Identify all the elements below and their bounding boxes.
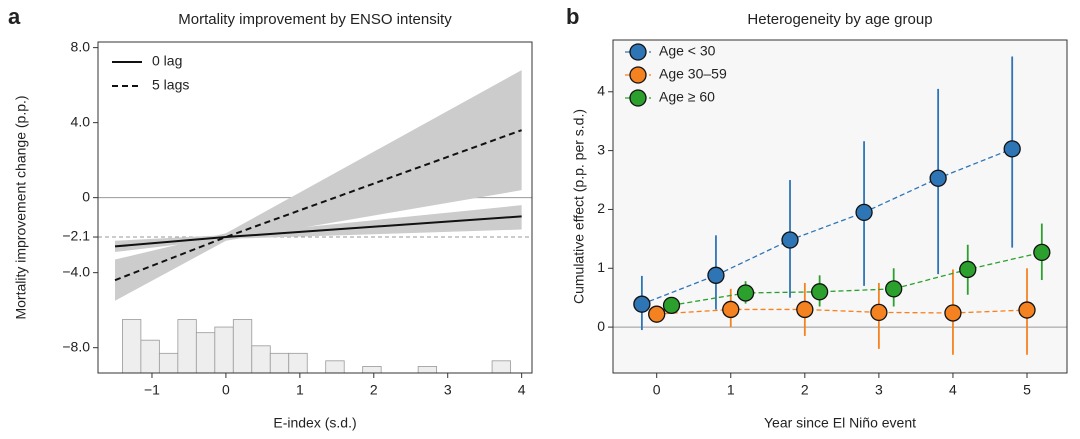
x-axis-label: E-index (s.d.)	[273, 415, 356, 431]
legend-swatch	[629, 43, 647, 61]
x-tick-label: 3	[875, 382, 883, 398]
legend-swatch	[629, 66, 647, 84]
point	[855, 203, 873, 222]
y-axis-label: Cumulative effect (p.p. per s.d.)	[571, 109, 587, 304]
x-tick-label: 0	[653, 382, 661, 398]
point	[1003, 140, 1021, 158]
connector-line	[671, 251, 1042, 306]
x-axis-label: Year since El Niño event	[764, 415, 916, 431]
x-tick-label: −1	[144, 382, 160, 398]
plot-background	[613, 40, 1067, 373]
line	[114, 215, 522, 248]
point	[633, 295, 651, 313]
x-tick-label: 4	[518, 382, 526, 398]
y-axis-label: Mortality improvement change (p.p.)	[13, 95, 29, 319]
histogram-bar	[195, 332, 216, 374]
x-tick-label: 4	[949, 382, 957, 398]
point	[796, 300, 814, 319]
point	[885, 280, 903, 298]
panel-letter: b	[566, 4, 579, 29]
legend-label: 5 lags	[152, 77, 189, 93]
y-tick-label: 0	[597, 318, 605, 334]
point	[648, 305, 666, 323]
point	[707, 266, 725, 284]
y-tick-label: 1	[597, 259, 605, 275]
legend-label: Age 30–59	[659, 66, 727, 82]
point	[722, 300, 740, 319]
x-tick-label: 5	[1023, 382, 1031, 398]
legend-label: Age ≥ 60	[659, 89, 715, 105]
point	[944, 304, 962, 322]
point	[736, 284, 755, 302]
plot-frame	[612, 39, 1068, 374]
y-tick-label: −8.0	[62, 338, 90, 354]
y-tick-label: 3	[597, 141, 605, 157]
point	[959, 260, 977, 279]
x-tick-label: 1	[296, 382, 304, 398]
y-tick-label: 4	[597, 82, 605, 98]
panel: b Heterogeneity by age group Year since El…	[566, 4, 1068, 431]
histogram-bar	[140, 339, 160, 374]
panel: a Mortality improvement by ENSO intensity…	[8, 4, 533, 431]
histogram-bar	[232, 319, 253, 374]
confidence-band	[115, 70, 522, 301]
x-tick-label: 2	[370, 382, 378, 398]
plot-frame	[97, 41, 533, 374]
histogram-bar	[121, 319, 142, 374]
y-tick-label: 2	[597, 200, 605, 216]
point	[662, 296, 681, 314]
histogram-bar	[325, 360, 345, 374]
histogram-bar	[251, 345, 271, 374]
histogram-bar	[417, 366, 438, 374]
connector-line	[656, 308, 1028, 315]
point	[929, 169, 947, 187]
point	[870, 303, 888, 322]
legend-label: 0 lag	[152, 53, 182, 69]
panel-letter: a	[8, 4, 21, 29]
histogram-bar	[269, 352, 290, 374]
y-tick-label: 8.0	[71, 38, 91, 54]
x-tick-label: 2	[801, 382, 809, 398]
x-tick-label: 1	[727, 382, 735, 398]
y-tick-label: −2.1	[62, 228, 90, 244]
legend-swatch	[629, 89, 647, 107]
histogram-bar	[491, 360, 511, 374]
point	[781, 231, 799, 249]
point	[810, 283, 829, 301]
legend-label: Age < 30	[659, 43, 716, 59]
x-tick-label: 3	[444, 382, 452, 398]
histogram-bar	[362, 366, 382, 374]
chart-title: Mortality improvement by ENSO intensity	[178, 11, 452, 28]
histogram-bar	[177, 319, 197, 374]
histogram-bar	[288, 352, 308, 374]
y-tick-label: −4.0	[62, 263, 90, 279]
confidence-band	[115, 205, 522, 253]
point	[1033, 243, 1051, 262]
y-tick-label: 0	[82, 188, 90, 204]
histogram-bar	[214, 326, 234, 374]
y-tick-label: 4.0	[71, 113, 91, 129]
chart-title: Heterogeneity by age group	[747, 11, 932, 28]
x-tick-label: 0	[222, 382, 230, 398]
histogram-bar	[158, 352, 179, 374]
point	[1018, 301, 1036, 319]
connector-line	[641, 148, 1013, 305]
